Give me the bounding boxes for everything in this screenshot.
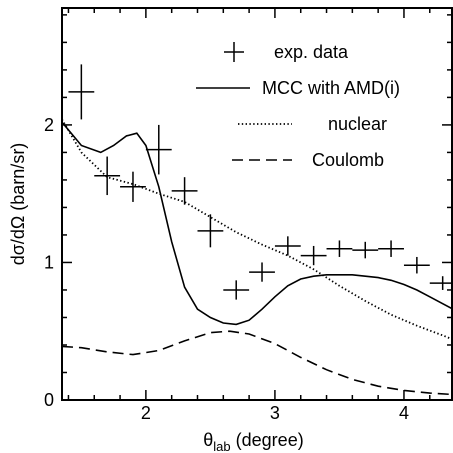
data-point (274, 236, 301, 256)
series-line-mcc-with-amd-i (61, 121, 453, 326)
data-point (352, 241, 379, 259)
data-point (94, 156, 121, 196)
series-line-coulomb (61, 330, 453, 396)
data-point (249, 262, 275, 282)
data-point (197, 214, 224, 248)
legend-item: Coulomb (232, 150, 384, 170)
x-axis-label-subscript: lab (213, 439, 230, 453)
legend-item: exp. data (224, 42, 349, 62)
plot-lines (61, 118, 453, 396)
legend-item: nuclear (238, 114, 387, 134)
data-point (171, 177, 198, 205)
legend: exp. data MCC with AMD(i) nuclear Coulomb (196, 42, 400, 170)
data-point (120, 171, 146, 202)
x-tick-label: 3 (270, 403, 280, 423)
x-axis-label-unit: (degree) (231, 430, 304, 450)
data-point (145, 124, 172, 175)
data-point (326, 240, 353, 257)
y-tick-label: 1 (44, 252, 54, 272)
axis-ticks: 2 3 4 0 1 2 (44, 8, 452, 423)
legend-label: Coulomb (312, 150, 384, 170)
x-axis-label: θlab (degree) (203, 430, 303, 453)
data-point (403, 256, 430, 274)
legend-label: nuclear (328, 114, 387, 134)
plot-frame (61, 7, 453, 401)
y-axis-label: dσ/dΩ (barn/sr) (8, 143, 28, 266)
data-point (378, 240, 404, 257)
x-tick-label: 2 (141, 403, 151, 423)
data-point (300, 245, 327, 266)
legend-label: MCC with AMD(i) (262, 78, 400, 98)
series-line-nuclear (61, 118, 453, 341)
x-tick-label: 4 (399, 403, 409, 423)
data-point (223, 280, 250, 300)
y-tick-label: 0 (44, 390, 54, 410)
legend-label: exp. data (274, 42, 349, 62)
y-tick-label: 2 (44, 115, 54, 135)
data-point (68, 64, 95, 120)
x-axis-label-main: θ (203, 430, 213, 450)
experimental-points (68, 64, 453, 300)
data-point (429, 276, 453, 290)
legend-item: MCC with AMD(i) (196, 78, 400, 98)
